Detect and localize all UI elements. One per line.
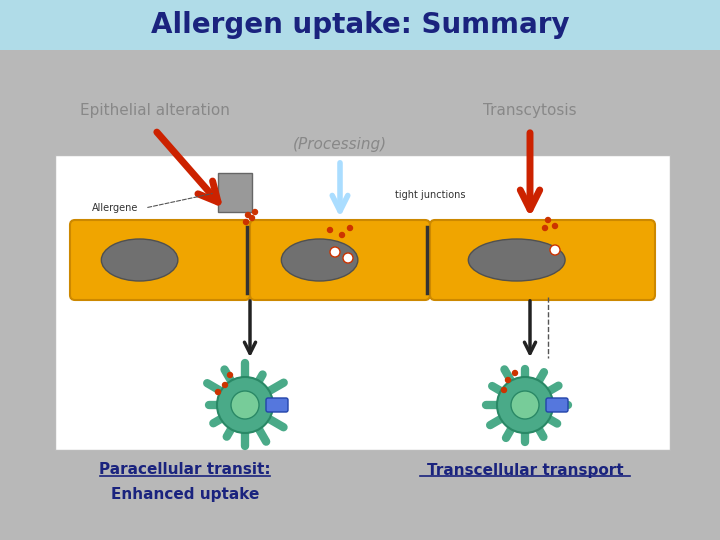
Circle shape — [228, 373, 233, 377]
FancyBboxPatch shape — [55, 155, 670, 450]
Circle shape — [552, 224, 557, 228]
Text: Transcellular transport: Transcellular transport — [427, 462, 624, 477]
FancyBboxPatch shape — [546, 398, 568, 412]
Circle shape — [497, 377, 553, 433]
Circle shape — [513, 370, 518, 375]
Circle shape — [222, 382, 228, 388]
Ellipse shape — [468, 239, 565, 281]
Circle shape — [246, 213, 251, 218]
Circle shape — [550, 245, 560, 255]
Circle shape — [217, 377, 273, 433]
FancyBboxPatch shape — [250, 220, 430, 300]
Circle shape — [348, 226, 353, 231]
Text: Paracellular transit:: Paracellular transit: — [99, 462, 271, 477]
Circle shape — [546, 218, 551, 222]
FancyBboxPatch shape — [0, 50, 720, 540]
Circle shape — [250, 215, 254, 220]
Text: Enhanced uptake: Enhanced uptake — [111, 488, 259, 503]
Text: Allergen uptake: Summary: Allergen uptake: Summary — [150, 11, 570, 39]
Ellipse shape — [282, 239, 358, 281]
Circle shape — [343, 253, 353, 263]
Circle shape — [505, 377, 510, 382]
Circle shape — [511, 391, 539, 419]
Text: tight junctions: tight junctions — [395, 190, 465, 200]
FancyBboxPatch shape — [0, 0, 720, 50]
Text: Epithelial alteration: Epithelial alteration — [80, 103, 230, 118]
FancyBboxPatch shape — [70, 220, 250, 300]
Text: Allergene: Allergene — [92, 203, 138, 213]
FancyBboxPatch shape — [218, 173, 252, 212]
Circle shape — [340, 233, 344, 238]
Circle shape — [328, 227, 333, 233]
Ellipse shape — [102, 239, 178, 281]
FancyBboxPatch shape — [266, 398, 288, 412]
Circle shape — [542, 226, 547, 231]
FancyBboxPatch shape — [430, 220, 655, 300]
Circle shape — [330, 247, 340, 257]
Circle shape — [215, 389, 220, 395]
Circle shape — [231, 391, 259, 419]
Text: (Processing): (Processing) — [293, 138, 387, 152]
Circle shape — [502, 388, 506, 393]
Text: Transcytosis: Transcytosis — [483, 103, 577, 118]
Circle shape — [253, 210, 258, 214]
Circle shape — [243, 219, 248, 225]
